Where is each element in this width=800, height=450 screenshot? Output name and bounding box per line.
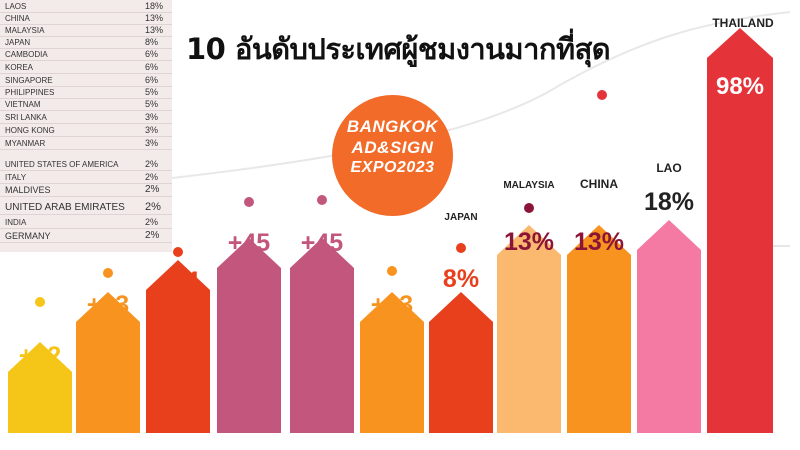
country-name: JAPAN	[5, 38, 31, 47]
country-value: 2%	[145, 217, 159, 227]
country-value: 2%	[145, 172, 159, 182]
logo-line-1: BANGKOK	[346, 117, 439, 136]
table-row: CAMBODIA 6%	[0, 48, 172, 61]
country-value: 18%	[145, 1, 164, 11]
marker-dot	[244, 197, 254, 207]
country-name: HONG KONG	[5, 126, 55, 135]
table-row: VIETNAM 5%	[0, 98, 172, 111]
table-row: LAOS 18%	[0, 0, 172, 13]
bar	[290, 238, 354, 433]
bar	[429, 292, 493, 433]
bar-value-label: 8%	[443, 265, 479, 293]
country-name: MALAYSIA	[5, 26, 45, 35]
country-value: 2%	[145, 230, 160, 241]
bar-value-label: +12	[19, 342, 61, 370]
table-row: INDIA 2%	[0, 214, 172, 229]
country-value: 5%	[145, 87, 159, 97]
country-name: GERMANY	[5, 231, 51, 241]
bar-value-label: 98%	[716, 73, 764, 100]
bar-value-label: +45	[228, 229, 271, 257]
bar-value-label: 13%	[574, 228, 624, 256]
country-name: PHILIPPINES	[5, 88, 55, 97]
bar-category-label: CHINA	[580, 177, 618, 191]
table-row: GERMANY 2%	[0, 228, 172, 243]
country-name: SRI LANKA	[5, 113, 47, 122]
bar	[637, 220, 701, 433]
country-name: MYANMAR	[5, 139, 46, 148]
country-name: SINGAPORE	[5, 76, 53, 85]
bar	[8, 342, 72, 433]
marker-dot	[597, 90, 607, 100]
table-row: PHILIPPINES 5%	[0, 86, 172, 99]
country-name: UNITED STATES OF AMERICA	[5, 160, 119, 169]
marker-dot	[456, 243, 466, 253]
chart-title: 10 อันดับประเทศผู้ชมงานมากที่สุด	[186, 32, 611, 66]
country-value: 3%	[145, 138, 159, 148]
table-row: UNITED STATES OF AMERICA 2%	[0, 149, 172, 171]
bar-value-label: +23	[371, 291, 413, 319]
country-value: 13%	[145, 25, 164, 35]
bar-value-label: 13%	[504, 228, 554, 256]
table-row: MYANMAR 3%	[0, 136, 172, 150]
bar	[76, 292, 140, 433]
logo-line-2: AD&SIGN	[351, 138, 434, 157]
bar	[497, 225, 561, 433]
country-value: 6%	[145, 49, 159, 59]
country-name: LAOS	[5, 2, 27, 11]
bar-value-label: +34	[157, 267, 200, 295]
table-row: MALAYSIA 13%	[0, 24, 172, 37]
country-value: 3%	[145, 125, 159, 135]
expo-logo: BANGKOK AD&SIGN EXPO2023	[332, 95, 453, 216]
bar	[567, 225, 631, 433]
table-row: MALDIVES 2%	[0, 183, 172, 197]
table-row: SINGAPORE 6%	[0, 73, 172, 87]
table-row: KOREA 6%	[0, 60, 172, 74]
table-row: HONG KONG 3%	[0, 123, 172, 137]
marker-dot	[317, 195, 327, 205]
country-value: 2%	[145, 159, 159, 169]
table-row: SRI LANKA 3%	[0, 110, 172, 124]
trend-curve	[171, 11, 791, 179]
bar-category-label: THAILAND	[712, 16, 774, 30]
marker-dot	[173, 247, 183, 257]
bar	[707, 28, 773, 433]
country-name: VIETNAM	[5, 100, 41, 109]
bar-value-label: 18%	[644, 188, 694, 216]
bar	[217, 238, 281, 433]
logo-line-3: EXPO2023	[350, 159, 435, 176]
country-value: 2%	[145, 201, 161, 213]
country-value: 5%	[145, 99, 159, 109]
country-value: 13%	[145, 13, 164, 23]
bar	[146, 260, 210, 433]
bar-category-label: LAO	[656, 161, 681, 175]
bar-category-label: MALAYSIA	[503, 180, 554, 191]
country-name: MALDIVES	[5, 185, 51, 195]
country-value: 6%	[145, 62, 159, 72]
country-name: INDIA	[5, 218, 27, 227]
country-name: KOREA	[5, 63, 34, 72]
table-row: CHINA 13%	[0, 12, 172, 25]
marker-dot	[387, 266, 397, 276]
marker-dot	[35, 297, 45, 307]
marker-dot	[524, 203, 534, 213]
bar-category-label: JAPAN	[444, 212, 477, 223]
table-row: JAPAN 8%	[0, 36, 172, 49]
country-value: 6%	[145, 75, 159, 85]
country-name: CAMBODIA	[5, 50, 48, 59]
table-row: ITALY 2%	[0, 170, 172, 184]
country-name: CHINA	[5, 14, 30, 23]
bar-value-label: +45	[301, 229, 344, 257]
country-value: 2%	[145, 184, 160, 195]
country-name: UNITED ARAB EMIRATES	[5, 202, 125, 213]
marker-dot	[103, 268, 113, 278]
bar	[360, 292, 424, 433]
country-table: LAOS 18% CHINA 13% MALAYSIA 13% JAPAN 8% CAMBODI…	[0, 0, 172, 252]
country-name: ITALY	[5, 173, 27, 182]
table-row: UNITED ARAB EMIRATES 2%	[0, 196, 172, 215]
country-value: 3%	[145, 112, 159, 122]
bar-value-label: +23	[87, 291, 129, 319]
country-value: 8%	[145, 37, 159, 47]
